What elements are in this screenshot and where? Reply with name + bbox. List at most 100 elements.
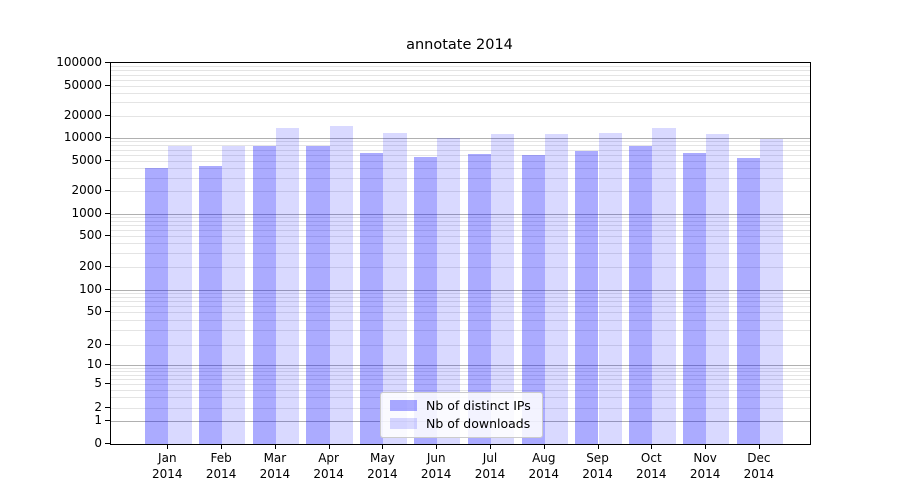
bar-downloads-Jun	[437, 138, 461, 444]
y-tick-label: 200	[79, 258, 102, 273]
x-tick-year: 2014	[259, 466, 291, 481]
y-tick-mark	[105, 137, 110, 138]
x-tick-mark	[274, 444, 276, 449]
y-tick-mark	[105, 212, 110, 214]
y-tick-label: 5000	[71, 152, 102, 167]
bar-ips-Jun	[413, 156, 438, 444]
bar-downloads-Dec	[759, 139, 784, 444]
gridline-minor	[111, 70, 810, 72]
gridline	[111, 312, 810, 313]
gridline-minor	[111, 74, 810, 76]
x-tick-year: 2014	[743, 466, 775, 481]
gridline	[111, 138, 810, 139]
y-tick-mark	[105, 159, 110, 161]
y-tick-label: 5	[94, 376, 102, 390]
gridline-minor	[111, 154, 810, 156]
x-tick-mark	[328, 444, 330, 449]
gridline-minor	[111, 379, 810, 380]
gridline-minor	[111, 66, 810, 68]
gridline	[111, 289, 810, 291]
gridline-minor	[111, 319, 810, 321]
x-tick-mark	[705, 444, 707, 449]
y-tick-mark	[105, 383, 110, 384]
y-tick-mark	[105, 265, 110, 267]
gridline	[111, 85, 810, 87]
x-tick-year: 2014	[528, 466, 560, 481]
gridline-minor	[111, 243, 810, 245]
bar-downloads-Feb	[222, 146, 246, 444]
bar-downloads-Mar	[275, 128, 300, 444]
x-tick-label: Oct 2014	[619, 451, 683, 482]
gridline-minor	[111, 79, 810, 81]
x-tick-label: Dec 2014	[727, 451, 791, 482]
y-tick-label: 20	[86, 336, 102, 351]
bar-ips-Jul	[467, 154, 491, 444]
x-tick-mark	[490, 444, 491, 449]
x-tick-year: 2014	[420, 466, 452, 481]
bar-downloads-Sep	[598, 132, 622, 444]
x-tick-label: Feb 2014	[189, 451, 253, 482]
bar-ips-Feb	[198, 165, 223, 444]
y-tick-label: 1	[94, 413, 102, 427]
y-tick-mark	[105, 311, 110, 312]
x-tick-year: 2014	[313, 466, 344, 481]
gridline-minor	[111, 220, 810, 222]
gridline-minor	[111, 149, 810, 151]
gridline-minor	[111, 389, 810, 391]
gridline-minor	[111, 367, 810, 369]
gridline	[111, 160, 810, 162]
gridline-minor	[111, 253, 810, 254]
bar-ips-Mar	[252, 145, 276, 444]
gridline	[111, 236, 810, 237]
y-tick-label: 50	[86, 304, 102, 318]
gridline	[111, 384, 810, 385]
gridline	[111, 115, 810, 117]
y-tick-mark	[105, 288, 110, 290]
legend: Nb of distinct IPs Nb of downloads	[380, 392, 543, 438]
y-tick-label: 500	[79, 228, 102, 242]
legend-swatch-downloads	[390, 418, 417, 429]
gridline	[111, 191, 810, 192]
x-tick-mark	[436, 444, 438, 449]
gridline-minor	[111, 216, 810, 218]
gridline-minor	[111, 145, 810, 147]
bar-downloads-Aug	[544, 134, 569, 444]
bar-ips-Apr	[306, 146, 330, 444]
y-tick-label: 0	[94, 436, 102, 450]
x-tick-label: Jul 2014	[458, 451, 522, 482]
bar-downloads-Oct	[652, 128, 676, 444]
y-tick-label: 1000	[71, 205, 102, 220]
bar-downloads-Apr	[329, 126, 353, 444]
y-tick-label: 20000	[63, 107, 102, 122]
y-tick-mark	[105, 235, 110, 236]
y-tick-mark	[105, 190, 110, 191]
legend-label-downloads: Nb of downloads	[426, 416, 531, 431]
x-tick-label: May 2014	[350, 451, 414, 482]
x-tick-year: 2014	[205, 466, 237, 481]
gridline-minor	[111, 225, 810, 227]
chart-title: annotate 2014	[406, 37, 513, 53]
gridline-minor	[111, 330, 810, 332]
gridline	[111, 266, 810, 268]
bar-ips-Aug	[521, 155, 545, 444]
bar-ips-Sep	[575, 151, 599, 444]
y-tick-mark	[105, 114, 110, 116]
gridline-minor	[111, 141, 810, 143]
x-tick-year: 2014	[474, 466, 506, 481]
x-tick-label: Apr 2014	[297, 451, 361, 482]
x-tick-year: 2014	[152, 466, 183, 481]
gridline	[111, 365, 810, 366]
x-tick-mark	[597, 444, 599, 449]
x-tick-mark	[543, 444, 545, 449]
plot-area	[110, 62, 811, 445]
gridline-minor	[111, 371, 810, 373]
bar-downloads-Jul	[491, 133, 515, 444]
x-tick-label: Jan 2014	[135, 451, 199, 482]
bar-ips-Oct	[629, 146, 653, 444]
y-tick-label: 2000	[71, 183, 102, 197]
x-tick-mark	[221, 444, 223, 449]
x-tick-mark	[382, 444, 384, 449]
gridline-minor	[111, 292, 810, 294]
x-tick-year: 2014	[689, 466, 721, 481]
bar-ips-Dec	[736, 157, 760, 444]
